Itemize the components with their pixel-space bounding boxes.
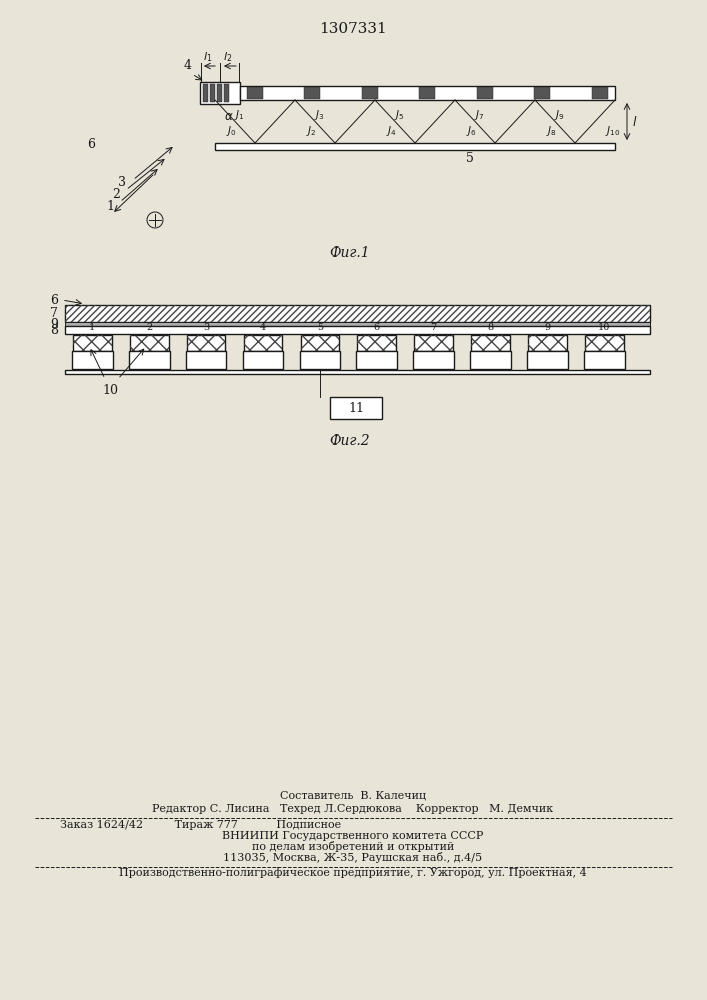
- Bar: [585, 335, 624, 351]
- Text: 8: 8: [50, 324, 58, 336]
- Bar: [584, 351, 625, 369]
- Bar: [356, 351, 397, 369]
- Bar: [65, 326, 650, 334]
- Text: 1307331: 1307331: [319, 22, 387, 36]
- Bar: [130, 335, 168, 351]
- Bar: [215, 143, 615, 150]
- Text: $\alpha$: $\alpha$: [224, 110, 234, 123]
- Bar: [419, 87, 436, 99]
- Text: $J_5$: $J_5$: [394, 108, 404, 122]
- Bar: [477, 87, 493, 99]
- Text: ВНИИПИ Государственного комитета СССР: ВНИИПИ Государственного комитета СССР: [222, 831, 484, 841]
- Bar: [300, 335, 339, 351]
- Bar: [130, 335, 168, 351]
- Text: 1: 1: [106, 200, 114, 214]
- Bar: [247, 87, 263, 99]
- Text: $J_7$: $J_7$: [474, 108, 484, 122]
- Text: Заказ 1624/42         Тираж 777           Подписное: Заказ 1624/42 Тираж 777 Подписное: [60, 820, 341, 830]
- Bar: [358, 335, 396, 351]
- Text: 11: 11: [348, 401, 364, 414]
- Bar: [240, 86, 615, 100]
- Text: 7: 7: [431, 323, 437, 332]
- Text: 3: 3: [118, 176, 126, 188]
- Bar: [129, 351, 170, 369]
- Bar: [217, 84, 222, 102]
- Bar: [414, 335, 453, 351]
- Bar: [65, 305, 650, 322]
- Text: $J_8$: $J_8$: [546, 124, 556, 138]
- Text: 5: 5: [466, 152, 474, 165]
- Text: 5: 5: [317, 323, 323, 332]
- Text: 2: 2: [146, 323, 153, 332]
- Text: Фиг.2: Фиг.2: [329, 434, 370, 448]
- Bar: [243, 351, 284, 369]
- Bar: [65, 322, 650, 326]
- Text: 1: 1: [89, 323, 95, 332]
- Bar: [358, 335, 396, 351]
- Bar: [73, 335, 112, 351]
- Text: 4: 4: [260, 323, 266, 332]
- Bar: [210, 84, 215, 102]
- Text: Фиг.1: Фиг.1: [329, 246, 370, 260]
- Bar: [65, 305, 650, 322]
- Bar: [305, 87, 320, 99]
- Text: Составитель  В. Калечиц: Составитель В. Калечиц: [280, 791, 426, 801]
- Bar: [65, 370, 650, 374]
- Text: по делам изобретений и открытий: по делам изобретений и открытий: [252, 841, 454, 852]
- Bar: [200, 82, 240, 104]
- Text: 2: 2: [112, 188, 120, 200]
- Text: $l$: $l$: [632, 114, 638, 128]
- Text: $J_2$: $J_2$: [305, 124, 316, 138]
- Bar: [244, 335, 282, 351]
- Bar: [592, 87, 608, 99]
- Text: $J_0$: $J_0$: [226, 124, 236, 138]
- Text: $J_{10}$: $J_{10}$: [605, 124, 621, 138]
- Bar: [187, 335, 226, 351]
- Bar: [414, 335, 453, 351]
- Text: $l_1$: $l_1$: [203, 50, 212, 64]
- Text: $J_4$: $J_4$: [385, 124, 397, 138]
- Text: 113035, Москва, Ж-35, Раушская наб., д.4/5: 113035, Москва, Ж-35, Раушская наб., д.4…: [223, 852, 483, 863]
- Text: Производственно-полиграфическое предприятие, г. Ужгород, ул. Проектная, 4: Производственно-полиграфическое предприя…: [119, 867, 587, 878]
- Text: $J_1$: $J_1$: [233, 108, 245, 122]
- Bar: [244, 335, 282, 351]
- Text: 3: 3: [203, 323, 209, 332]
- Text: 9: 9: [50, 318, 58, 330]
- Bar: [72, 351, 112, 369]
- Bar: [414, 351, 454, 369]
- Text: $J_9$: $J_9$: [554, 108, 564, 122]
- Bar: [534, 87, 551, 99]
- Bar: [472, 335, 510, 351]
- Text: 9: 9: [544, 323, 551, 332]
- Text: 7: 7: [50, 307, 58, 320]
- Text: $J_3$: $J_3$: [314, 108, 325, 122]
- Bar: [187, 335, 226, 351]
- Text: 6: 6: [87, 138, 95, 151]
- Text: 10: 10: [102, 384, 118, 397]
- Bar: [300, 351, 340, 369]
- Text: Редактор С. Лисина   Техред Л.Сердюкова    Корректор   М. Демчик: Редактор С. Лисина Техред Л.Сердюкова Ко…: [153, 804, 554, 814]
- Bar: [300, 335, 339, 351]
- Bar: [472, 335, 510, 351]
- Bar: [585, 335, 624, 351]
- Bar: [527, 351, 568, 369]
- Bar: [528, 335, 567, 351]
- Text: $l_2$: $l_2$: [223, 50, 232, 64]
- Bar: [186, 351, 226, 369]
- Text: 6: 6: [50, 294, 58, 306]
- Bar: [362, 87, 378, 99]
- Bar: [470, 351, 511, 369]
- Bar: [330, 397, 382, 419]
- Text: 6: 6: [374, 323, 380, 332]
- Text: $J_6$: $J_6$: [465, 124, 477, 138]
- Text: 10: 10: [598, 323, 611, 332]
- Text: 4: 4: [184, 59, 192, 72]
- Bar: [224, 84, 229, 102]
- Bar: [203, 84, 208, 102]
- Bar: [73, 335, 112, 351]
- Bar: [528, 335, 567, 351]
- Text: 8: 8: [488, 323, 493, 332]
